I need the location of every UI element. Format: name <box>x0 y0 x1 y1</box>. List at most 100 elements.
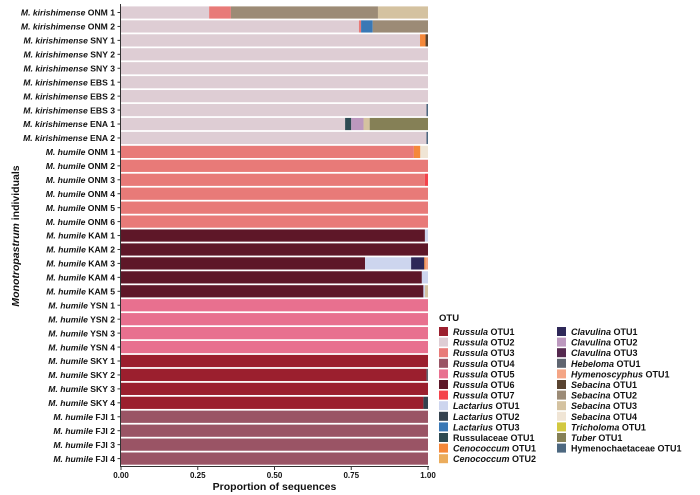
bar-segment <box>121 368 427 382</box>
bar-segment <box>423 396 428 409</box>
legend-swatch <box>439 380 448 389</box>
y-tick-label: M. humile ONM 5 <box>46 203 115 213</box>
site-name: SKY 3 <box>88 384 115 394</box>
bar-segment <box>361 20 373 33</box>
species-name: M. humile <box>53 412 93 422</box>
species-name: M. kirishimense <box>23 133 88 143</box>
site-name: KAM 1 <box>86 231 115 241</box>
bar-segment <box>121 396 424 409</box>
bar-segment <box>424 173 428 186</box>
bar-segment <box>121 452 428 465</box>
bar-segment <box>121 354 428 368</box>
bar-segment <box>424 229 428 242</box>
y-tick-label: M. humile YSN 4 <box>48 342 115 352</box>
legend-swatch <box>439 422 448 432</box>
site-name: FJI 4 <box>93 454 115 464</box>
y-tick-label: M. humile FJI 3 <box>53 440 115 450</box>
bar-segment <box>369 117 428 131</box>
bar-segment <box>372 20 428 33</box>
legend-otu: OTU2 <box>488 338 515 348</box>
legend-genus: Sebacina <box>571 391 611 401</box>
legend-genus: Tricholoma <box>571 422 619 432</box>
legend-label: Sebacina OTU3 <box>571 401 637 411</box>
site-name: YSN 1 <box>88 300 115 310</box>
site-name: SNY 3 <box>88 63 115 73</box>
species-name: M. kirishimense <box>23 77 88 87</box>
x-tick-label: 0.75 <box>343 471 359 480</box>
x-tick-label: 1.00 <box>420 471 436 480</box>
legend-label: Clavulina OTU1 <box>571 327 638 337</box>
legend-swatch <box>557 443 566 453</box>
bar-segment <box>121 215 428 228</box>
legend-otu: OTU1 <box>611 380 638 390</box>
bar-segment <box>121 438 428 451</box>
bar-segment <box>426 368 428 382</box>
legend-label: Russula OTU4 <box>453 359 515 369</box>
y-tick-label: M. kirishimense ONM 2 <box>21 22 115 32</box>
site-name: FJI 1 <box>93 412 115 422</box>
legend-otu: OTU4 <box>488 359 515 369</box>
legend-label: Cenococcum OTU1 <box>453 444 536 454</box>
site-name: YSN 4 <box>88 342 115 352</box>
legend-label: Russula OTU3 <box>453 348 515 358</box>
species-name: M. kirishimense <box>21 8 86 18</box>
bar-segment <box>121 243 428 256</box>
legend-label: Clavulina OTU2 <box>571 338 638 348</box>
site-name: FJI 2 <box>93 426 115 436</box>
legend-otu: OTU3 <box>493 422 520 432</box>
species-name: M. humile <box>46 245 86 255</box>
bar-segment <box>121 117 346 131</box>
y-tick-label: M. humile FJI 1 <box>53 412 115 422</box>
species-name: M. kirishimense <box>23 63 88 73</box>
site-name: ENA 1 <box>88 119 116 129</box>
bar-segment <box>121 257 366 270</box>
y-tick-label: M. humile KAM 2 <box>46 245 115 255</box>
species-name: M. kirishimense <box>23 50 88 60</box>
legend-genus: Tuber <box>571 433 596 443</box>
bar-segment <box>420 145 428 158</box>
legend-label: Russula OTU1 <box>453 327 515 337</box>
bar-segment <box>121 145 414 158</box>
y-tick-label: M. kirishimense SNY 1 <box>23 36 115 46</box>
legend-label: Tuber OTU1 <box>571 433 622 443</box>
legend-otu: OTU1 <box>611 327 638 337</box>
y-tick-label: M. humile SKY 3 <box>48 384 115 394</box>
legend-swatch <box>557 422 566 432</box>
bar-segment <box>121 131 427 145</box>
legend-otu: OTU1 <box>493 401 520 411</box>
site-name: EBS 1 <box>88 77 115 87</box>
legend-otu: OTU1 <box>510 444 537 454</box>
legend-swatch <box>439 390 448 400</box>
site-name: KAM 3 <box>86 259 115 269</box>
legend-swatch <box>439 369 448 379</box>
y-tick-label: M. humile KAM 3 <box>46 259 115 269</box>
legend-swatch <box>439 454 448 464</box>
site-name: ONM 1 <box>85 147 115 157</box>
x-tick-label: 0.50 <box>267 471 283 480</box>
species-name: M. kirishimense <box>21 22 86 32</box>
site-name: ONM 2 <box>85 22 115 32</box>
legend-label: Sebacina OTU1 <box>571 380 637 390</box>
legend-swatch <box>557 358 566 368</box>
legend-label: Russula OTU7 <box>453 391 515 401</box>
species-name: M. humile <box>46 231 86 241</box>
legend-label: Lactarius OTU2 <box>453 412 520 422</box>
legend-genus: Sebacina <box>571 412 611 422</box>
species-name: M. humile <box>48 328 88 338</box>
bar-segment <box>121 103 427 117</box>
site-name: SKY 4 <box>88 398 115 408</box>
bar-segment <box>425 257 428 270</box>
y-tick-label: M. humile SKY 1 <box>48 356 115 366</box>
legend-label: Cenococcum OTU2 <box>453 454 536 464</box>
legend-label: Hymenoscyphus OTU1 <box>571 369 670 379</box>
site-name: ONM 5 <box>85 203 115 213</box>
x-tick-label: 0.25 <box>190 471 206 480</box>
species-name: M. humile <box>46 203 86 213</box>
y-tick-label: M. kirishimense ENA 1 <box>23 119 115 129</box>
legend-otu: OTU2 <box>611 338 638 348</box>
bar-segment <box>425 34 428 47</box>
y-tick-label: M. kirishimense SNY 3 <box>23 63 115 73</box>
site-name: ONM 2 <box>85 161 115 171</box>
site-name: ONM 4 <box>85 189 115 199</box>
